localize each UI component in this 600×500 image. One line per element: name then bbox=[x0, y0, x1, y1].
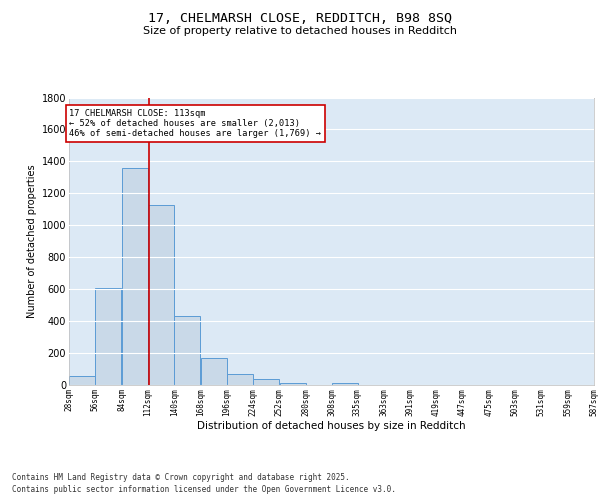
Y-axis label: Number of detached properties: Number of detached properties bbox=[28, 164, 37, 318]
Bar bbox=[253, 380, 279, 385]
Bar bbox=[122, 168, 148, 385]
Bar bbox=[175, 316, 200, 385]
Bar bbox=[280, 382, 305, 385]
Bar bbox=[69, 376, 95, 385]
Bar bbox=[227, 374, 253, 385]
Bar bbox=[95, 288, 121, 385]
Text: 17 CHELMARSH CLOSE: 113sqm
← 52% of detached houses are smaller (2,013)
46% of s: 17 CHELMARSH CLOSE: 113sqm ← 52% of deta… bbox=[70, 108, 322, 138]
Bar bbox=[332, 382, 358, 385]
Text: Contains public sector information licensed under the Open Government Licence v3: Contains public sector information licen… bbox=[12, 485, 396, 494]
X-axis label: Distribution of detached houses by size in Redditch: Distribution of detached houses by size … bbox=[197, 421, 466, 431]
Bar bbox=[200, 358, 227, 385]
Text: Contains HM Land Registry data © Crown copyright and database right 2025.: Contains HM Land Registry data © Crown c… bbox=[12, 472, 350, 482]
Text: Size of property relative to detached houses in Redditch: Size of property relative to detached ho… bbox=[143, 26, 457, 36]
Bar bbox=[148, 204, 174, 385]
Text: 17, CHELMARSH CLOSE, REDDITCH, B98 8SQ: 17, CHELMARSH CLOSE, REDDITCH, B98 8SQ bbox=[148, 12, 452, 26]
